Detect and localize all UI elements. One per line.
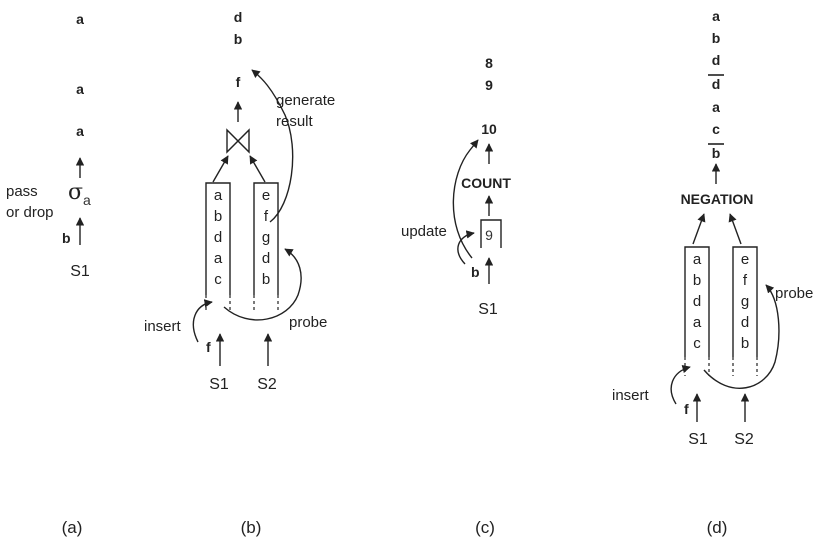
output-tuple: 9 [485, 77, 493, 93]
panel-a: a a a σ a pass or drop b S1 [6, 11, 91, 280]
arrow [249, 155, 266, 183]
pass-label: pass [6, 183, 38, 200]
output-tuple: a [76, 11, 84, 27]
output-tuple: f [236, 74, 241, 90]
input-tuple: b [471, 264, 480, 280]
queue-item: d [262, 250, 270, 267]
input-tuple: f [206, 339, 211, 355]
output-tuple-negative: d [712, 76, 721, 92]
queue-item: a [693, 251, 702, 268]
probe-label: probe [775, 285, 813, 302]
selection-operator-symbol: σ [68, 180, 83, 205]
queue-item: g [741, 293, 749, 310]
queue-s1: a b d a c [205, 182, 231, 312]
output-tuple: c [712, 121, 720, 137]
panel-d: a b d d a c b NEGATION a b d a c e f g [612, 8, 813, 448]
queue-item: e [741, 251, 749, 268]
output-tuple: a [76, 123, 84, 139]
queue-item: d [214, 229, 222, 246]
queue-s2: e f g d b [732, 246, 758, 376]
queue-item: c [693, 335, 701, 352]
join-operator-icon [226, 128, 250, 154]
output-tuple: 10 [481, 121, 497, 137]
selection-predicate: a [83, 192, 91, 208]
update-arrow-small [457, 230, 475, 265]
queue-item: a [214, 250, 223, 267]
queue-item: e [262, 187, 270, 204]
input-tuple: f [684, 401, 689, 417]
queue-item: g [262, 229, 270, 246]
panel-c: 8 9 10 COUNT 9 update b S1 [401, 55, 511, 318]
output-tuple: b [234, 31, 243, 47]
stream-label: S2 [257, 376, 277, 393]
output-tuple: a [712, 99, 720, 115]
generate-result-arrow [251, 69, 294, 223]
output-tuple: a [712, 8, 720, 24]
output-tuple: a [76, 81, 84, 97]
arrow [212, 155, 229, 183]
output-tuple: d [234, 9, 243, 25]
stream-label: S1 [478, 301, 498, 318]
stream-label: S1 [688, 431, 708, 448]
queue-item: f [743, 272, 748, 289]
arrow [692, 213, 706, 245]
queue-item: a [214, 187, 223, 204]
output-tuple: 8 [485, 55, 493, 71]
drop-label: or drop [6, 204, 54, 221]
insert-label: insert [612, 387, 650, 404]
queue-item: b [693, 272, 701, 289]
queue-item: c [214, 271, 222, 288]
count-operator: COUNT [461, 175, 511, 191]
arrow [728, 213, 742, 245]
queue-item: a [693, 314, 702, 331]
panel-b: d b f generate result a b d a c e f [144, 9, 335, 393]
queue-s1: a b d a c [684, 246, 710, 376]
queue-item: d [693, 293, 701, 310]
queue-item: d [741, 314, 749, 331]
negation-operator: NEGATION [681, 191, 754, 207]
output-tuple-negative: b [712, 145, 721, 161]
queue-s2: e f g d b [253, 182, 279, 312]
stream-label: S1 [70, 263, 90, 280]
insert-label: insert [144, 318, 182, 335]
stream-label: S2 [734, 431, 754, 448]
result-label: result [276, 113, 314, 130]
stream-label: S1 [209, 376, 229, 393]
generate-label: generate [276, 92, 335, 109]
queue-item: b [741, 335, 749, 352]
insert-arrow [670, 364, 691, 405]
panel-caption: (c) [475, 518, 495, 537]
insert-arrow [192, 299, 213, 343]
output-tuple: d [712, 52, 721, 68]
output-tuple: b [712, 30, 721, 46]
update-label: update [401, 223, 447, 240]
queue-item: b [262, 271, 270, 288]
count-state-box: 9 [480, 219, 502, 248]
queue-item: b [214, 208, 222, 225]
state-value: 9 [485, 227, 493, 243]
probe-arrow [703, 284, 780, 389]
probe-label: probe [289, 314, 327, 331]
input-tuple: b [62, 230, 71, 246]
panel-caption: (d) [707, 518, 728, 537]
probe-arrow [223, 248, 302, 321]
queue-item: f [264, 208, 269, 225]
update-arrow [452, 139, 479, 259]
panel-caption: (a) [62, 518, 83, 537]
panel-caption: (b) [241, 518, 262, 537]
